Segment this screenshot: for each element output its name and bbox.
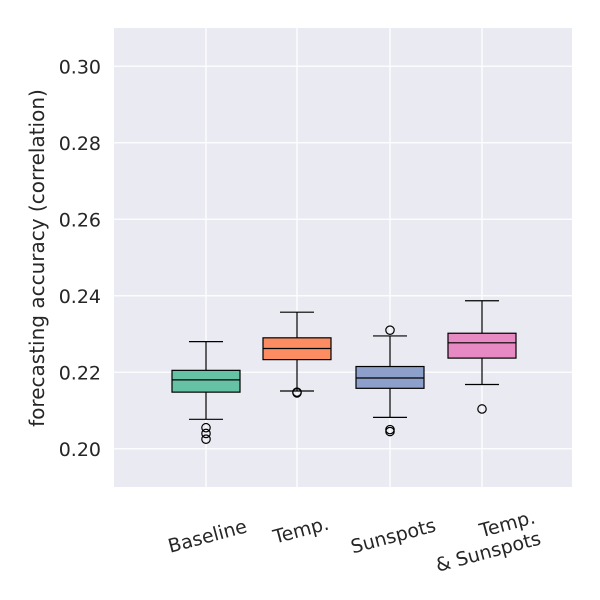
x-axis-ticks: Baseline Temp. Sunspots Temp.& Sunspots: [166, 506, 544, 576]
box-2: [355, 325, 425, 437]
outlier-point: [385, 424, 395, 435]
y-tick-label: 0.28: [59, 133, 101, 155]
x-tick-label: Baseline: [166, 516, 250, 558]
plot-area: [114, 28, 572, 487]
x-tick-label-line: Baseline: [166, 516, 250, 558]
box-1: [262, 311, 332, 398]
y-tick-label: 0.30: [59, 56, 101, 78]
x-tick-label: Temp.& Sunspots: [428, 506, 544, 576]
box-3: [447, 300, 517, 414]
y-tick-label: 0.22: [59, 362, 101, 384]
x-tick-label-line: Temp.: [270, 513, 331, 549]
y-axis-ticks: 0.20 0.22 0.24 0.26 0.28 0.30: [59, 56, 101, 461]
y-tick-label: 0.24: [59, 286, 101, 308]
x-tick-label-line: Sunspots: [348, 515, 438, 559]
outlier-point: [201, 434, 211, 444]
box-iqr: [447, 332, 517, 359]
x-tick-label: Temp.: [270, 513, 331, 549]
x-tick-label: Sunspots: [348, 515, 438, 559]
outlier-point: [477, 404, 487, 414]
outlier-point: [201, 422, 211, 433]
outlier-point: [201, 428, 211, 439]
y-axis-title: forecasting accuracy (correlation): [25, 89, 49, 427]
outlier-point: [385, 325, 395, 335]
box-iqr: [171, 369, 241, 393]
y-tick-label: 0.20: [59, 439, 101, 461]
y-tick-label: 0.26: [59, 209, 101, 231]
outlier-point: [292, 387, 302, 397]
box-0: [171, 341, 241, 444]
box-series: [171, 300, 517, 444]
